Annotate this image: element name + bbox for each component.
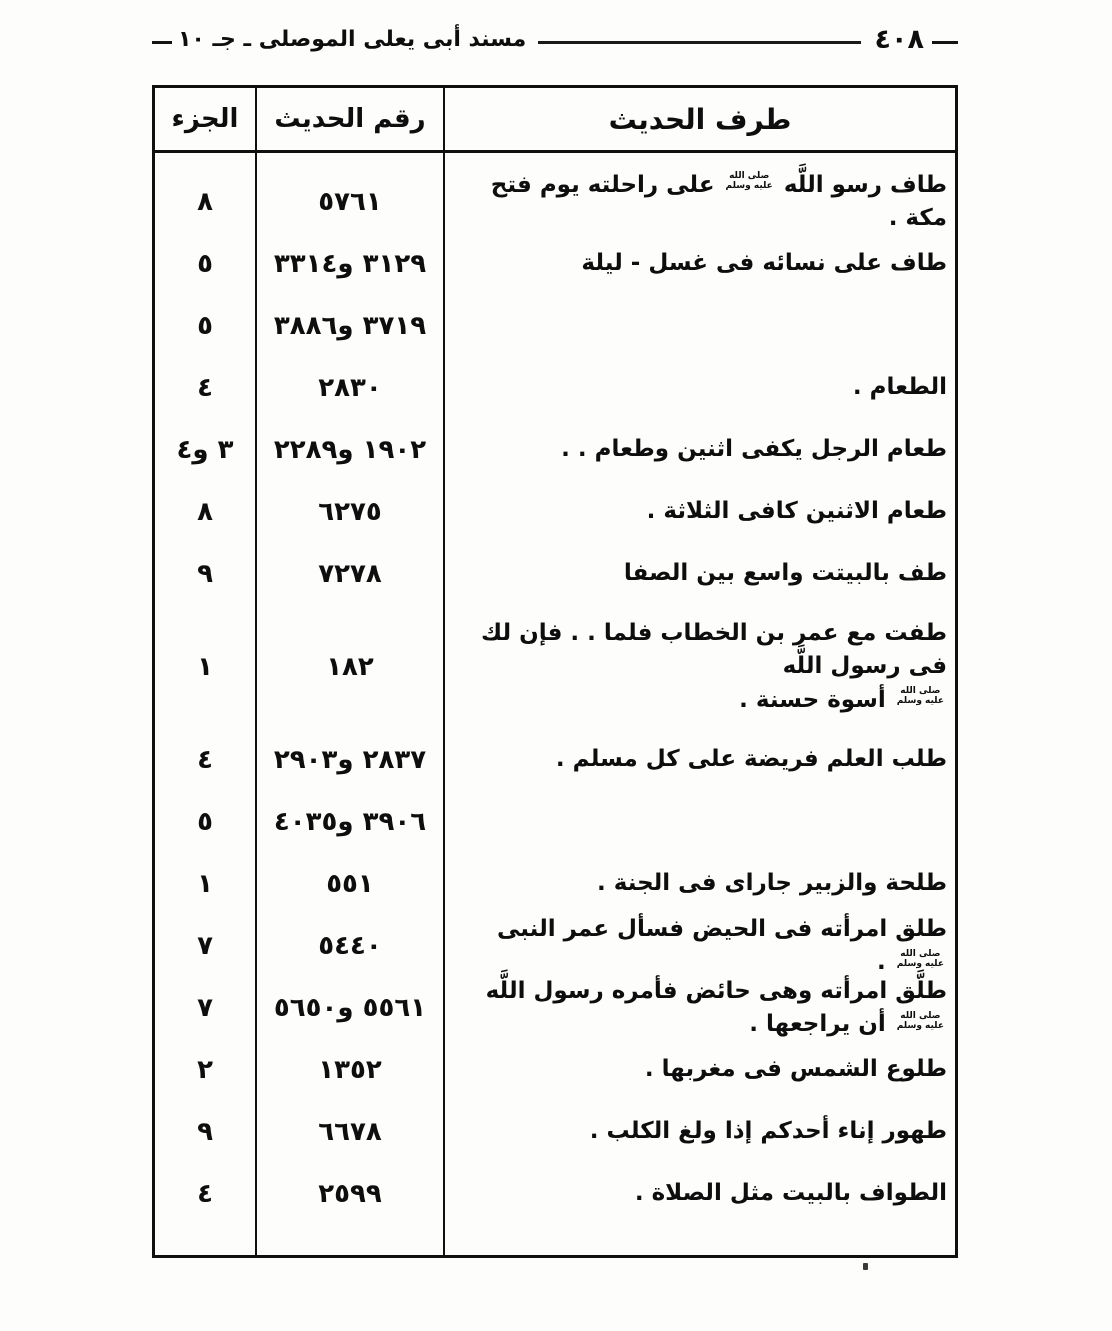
table-row: طلحة والزبير جاراى فى الجنة . ٥٥١ ١	[155, 853, 955, 915]
hadith-number-cell: ٦٦٧٨	[318, 1117, 382, 1147]
hadith-number-cell: ٣٧١٩ و٣٨٨٦	[273, 311, 427, 341]
hadith-text-cell: طلق امرأته فى الحيض فسأل عمر النبى صلى ا…	[497, 915, 947, 975]
header-dash-left	[152, 40, 172, 44]
table-row: طعام الاثنين كافى الثلاثة . ٦٢٧٥ ٨	[155, 481, 955, 543]
hadith-number-cell: ٢٨٣٧ و٢٩٠٣	[273, 745, 427, 775]
hadith-text-cell: طلب العلم فريضة على كل مسلم .	[555, 746, 947, 773]
juz-cell: ٥	[197, 311, 213, 341]
column-header-hadith-text: طرف الحديث	[608, 102, 792, 136]
juz-cell: ٩	[197, 1117, 213, 1147]
hadith-number-cell: ٥٧٦١	[318, 187, 382, 217]
table-row: طاف رسو اللَّه صلى الله عليه وسلم على راح…	[155, 171, 955, 233]
juz-cell: ١	[197, 869, 213, 899]
table-row: طلوع الشمس فى مغربها . ١٣٥٢ ٢	[155, 1039, 955, 1101]
hadith-text-cell: طهور إناء أحدكم إذا ولغ الكلب .	[589, 1118, 947, 1145]
table-row: طعام الرجل يكفى اثنين وطعام . . ١٩٠٢ و٢٢…	[155, 419, 955, 481]
hadith-number-cell: ٣١٢٩ و٣٣١٤	[273, 249, 427, 279]
hadith-number-cell: ٢٨٣٠	[318, 373, 382, 403]
column-header-juz: الجزء	[171, 104, 239, 134]
table-row: الطعام . ٢٨٣٠ ٤	[155, 357, 955, 419]
column-divider	[443, 88, 445, 1255]
hadith-number-cell: ٢٥٩٩	[318, 1179, 382, 1209]
juz-cell: ٥	[197, 249, 213, 279]
hadith-number-cell: ٧٢٧٨	[318, 559, 382, 589]
hadith-number-cell: ١٨٢	[326, 652, 374, 682]
hadith-index-table: طرف الحديث رقم الحديث الجزء طاف رسو اللَ…	[152, 85, 958, 1258]
column-divider	[255, 88, 257, 1255]
juz-cell: ٨	[197, 497, 213, 527]
juz-cell: ٩	[197, 559, 213, 589]
hadith-text-cell: طلحة والزبير جاراى فى الجنة .	[597, 870, 947, 897]
hadith-number-cell: ٦٢٧٥	[318, 497, 382, 527]
hadith-number-cell: ١٩٠٢ و٢٢٨٩	[273, 435, 427, 465]
hadith-text-cell: طف بالبيتت واسع بين الصفا	[623, 560, 947, 587]
saw-honorific: صلى الله عليه وسلم	[896, 1010, 944, 1031]
juz-cell: ٤	[197, 373, 213, 403]
hadith-text-cell: طفت مع عمر بن الخطاب فلما . . فإن لك فى …	[481, 619, 947, 713]
saw-honorific: صلى الله عليه وسلم	[896, 686, 944, 707]
table-row: طفت مع عمر بن الخطاب فلما . . فإن لك فى …	[155, 605, 955, 729]
juz-cell: ٥	[197, 807, 213, 837]
table-row: طلَّق امرأته وهى حائض فأمره رسول اللَّه …	[155, 977, 955, 1039]
hadith-text-cell: طلَّق امرأته وهى حائض فأمره رسول اللَّه …	[485, 977, 947, 1037]
juz-cell: ٤	[197, 745, 213, 775]
table-row: طلق امرأته فى الحيض فسأل عمر النبى صلى ا…	[155, 915, 955, 977]
hadith-text-cell: طاف على نسائه فى غسل - ليلة	[581, 250, 947, 277]
hadith-text-cell: الطعام .	[852, 374, 947, 401]
hadith-number-cell: ٥٥١	[326, 869, 374, 899]
hadith-text-cell: طلوع الشمس فى مغربها .	[644, 1056, 947, 1083]
table-row: ٣٩٠٦ و٤٠٣٥ ٥	[155, 791, 955, 853]
table-row: طلب العلم فريضة على كل مسلم . ٢٨٣٧ و٢٩٠٣…	[155, 729, 955, 791]
book-title: مسند أبى يعلى الموصلى ـ جـ ١٠	[178, 26, 527, 52]
hadith-text-cell: طعام الرجل يكفى اثنين وطعام . .	[561, 436, 947, 463]
juz-cell: ١	[197, 652, 213, 682]
column-header-hadith-number: رقم الحديث	[274, 104, 426, 134]
juz-cell: ٨	[197, 187, 213, 217]
table-body: طاف رسو اللَّه صلى الله عليه وسلم على راح…	[155, 153, 955, 1225]
scan-speck	[863, 1263, 868, 1270]
juz-cell: ٢	[197, 1055, 213, 1085]
juz-cell: ٧	[197, 993, 213, 1023]
hadith-number-cell: ١٣٥٢	[318, 1055, 382, 1085]
table-header-row: طرف الحديث رقم الحديث الجزء	[155, 88, 955, 153]
juz-cell: ٤	[197, 1179, 213, 1209]
table-row: الطواف بالبيت مثل الصلاة . ٢٥٩٩ ٤	[155, 1163, 955, 1225]
juz-cell: ٧	[197, 931, 213, 961]
saw-honorific: صلى الله عليه وسلم	[896, 948, 944, 969]
table-row: طاف على نسائه فى غسل - ليلة ٣١٢٩ و٣٣١٤ ٥	[155, 233, 955, 295]
table-row: ٣٧١٩ و٣٨٨٦ ٥	[155, 295, 955, 357]
page-header: مسند أبى يعلى الموصلى ـ جـ ١٠ ٤٠٨	[152, 16, 958, 62]
juz-cell: ٣ و٤	[176, 435, 234, 465]
table-row: طف بالبيتت واسع بين الصفا ٧٢٧٨ ٩	[155, 543, 955, 605]
hadith-text-cell: الطواف بالبيت مثل الصلاة .	[634, 1180, 947, 1207]
hadith-number-cell: ٥٥٦١ و٥٦٥٠	[273, 993, 427, 1023]
header-dash-right	[932, 40, 958, 44]
page-number: ٤٠٨	[874, 23, 924, 55]
saw-honorific: صلى الله عليه وسلم	[725, 171, 773, 192]
hadith-text-cell: طعام الاثنين كافى الثلاثة .	[646, 498, 947, 525]
hadith-text-cell: طاف رسو اللَّه صلى الله عليه وسلم على راح…	[490, 171, 947, 231]
header-rule	[538, 40, 861, 44]
hadith-number-cell: ٥٤٤٠	[318, 931, 382, 961]
hadith-number-cell: ٣٩٠٦ و٤٠٣٥	[273, 807, 427, 837]
table-row: طهور إناء أحدكم إذا ولغ الكلب . ٦٦٧٨ ٩	[155, 1101, 955, 1163]
